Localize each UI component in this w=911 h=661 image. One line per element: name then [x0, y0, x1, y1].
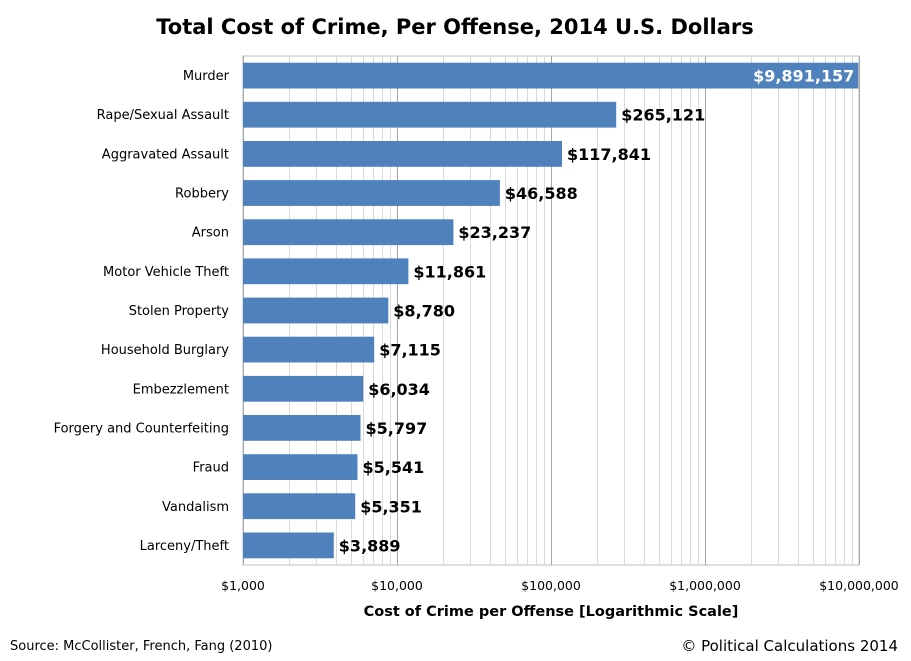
category-label: Fraud [193, 461, 229, 476]
chart-title: Total Cost of Crime, Per Offense, 2014 U… [156, 15, 754, 39]
bar [243, 219, 454, 246]
x-tick-labels: $1,000 $10,000 $100,000 $1,000,000 $10,000,0… [221, 578, 899, 593]
x-tick-label: $100,000 [521, 578, 581, 593]
category-label: Forgery and Counterfeiting [54, 422, 229, 437]
bar [243, 336, 375, 363]
x-tick-label: $10,000 [371, 578, 423, 593]
x-tick-label: $1,000 [221, 578, 265, 593]
category-labels: Murder Rape/Sexual Assault Aggravated Assa… [54, 69, 230, 554]
category-label: Stolen Property [129, 304, 230, 319]
data-label: $5,351 [360, 497, 422, 516]
category-label: Robbery [175, 187, 229, 202]
data-label: $3,889 [339, 536, 401, 555]
data-label: $265,121 [621, 106, 705, 125]
bar [243, 454, 358, 480]
data-label: $8,780 [393, 302, 455, 321]
x-axis-label: Cost of Crime per Offense [Logarithmic S… [364, 604, 739, 620]
data-label: $11,861 [413, 262, 486, 281]
category-label: Murder [183, 69, 230, 84]
data-label: $5,541 [363, 458, 425, 477]
bar [243, 62, 859, 89]
data-label: $9,891,157 [753, 67, 854, 86]
bar [243, 415, 361, 441]
category-label: Vandalism [162, 500, 229, 515]
category-label: Rape/Sexual Assault [97, 108, 229, 123]
data-label: $23,237 [458, 223, 531, 242]
category-label: Motor Vehicle Theft [103, 265, 229, 280]
x-tick-label: $10,000,000 [819, 578, 899, 593]
data-label: $6,034 [368, 380, 430, 399]
copyright-note: © Political Calculations 2014 [681, 637, 898, 655]
category-label: Arson [192, 226, 229, 241]
gridlines [242, 55, 860, 566]
data-label: $46,588 [505, 184, 578, 203]
category-label: Embezzlement [133, 382, 229, 397]
data-label: $117,841 [567, 145, 651, 164]
data-labels: $9,891,157 $265,121 $117,841 $46,588 $23,237… [339, 67, 855, 556]
bar [243, 141, 562, 167]
bar [243, 532, 334, 559]
bar [243, 375, 364, 402]
bar [243, 493, 356, 520]
bars [243, 62, 859, 559]
bar [243, 101, 617, 128]
x-tick-label: $1,000,000 [669, 578, 741, 593]
data-label: $5,797 [366, 419, 428, 438]
category-label: Larceny/Theft [140, 539, 229, 554]
source-note: Source: McCollister, French, Fang (2010) [10, 639, 272, 654]
bar [243, 297, 389, 324]
bar [243, 180, 500, 206]
data-label: $7,115 [379, 341, 441, 360]
category-label: Aggravated Assault [102, 147, 229, 162]
bar [243, 258, 409, 285]
category-label: Household Burglary [101, 343, 229, 358]
